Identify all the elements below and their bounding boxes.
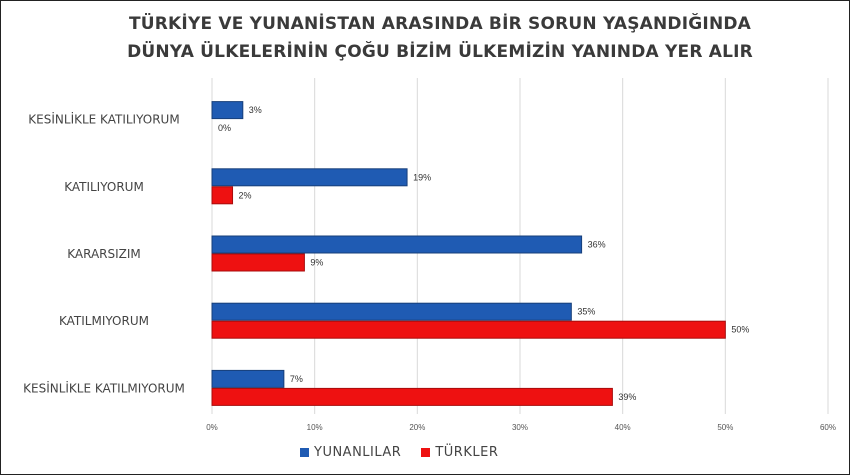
bar-yunanlilar — [211, 235, 583, 254]
legend-swatch-yunanlilar — [300, 447, 309, 457]
legend-item-yunanlilar: YUNANLILAR — [300, 445, 401, 460]
data-label: 39% — [618, 392, 636, 402]
category-label: KATILMIYORUM — [59, 314, 149, 328]
data-label: 7% — [290, 374, 303, 384]
data-label: 50% — [731, 325, 749, 335]
x-tick-label: 40% — [615, 423, 631, 432]
data-label: 35% — [577, 307, 595, 317]
bar-yunanlilar — [211, 168, 408, 187]
data-label: 36% — [588, 240, 606, 250]
chart-title: TÜRKİYE VE YUNANİSTAN ARASINDA BİR SORUN… — [60, 10, 820, 66]
x-tick-label: 30% — [512, 423, 528, 432]
chart-title-line-2: DÜNYA ÜLKELERİNİN ÇOĞU BİZİM ÜLKEMİZİN Y… — [127, 42, 753, 62]
legend-swatch-turkler — [421, 447, 431, 457]
data-label: 9% — [310, 258, 323, 268]
bar-turkler — [211, 253, 305, 272]
x-tick-label: 60% — [820, 423, 836, 432]
data-label: 3% — [249, 105, 262, 115]
x-tick-label: 0% — [206, 423, 218, 432]
legend-label-turkler: TÜRKLER — [435, 444, 499, 460]
bar-yunanlilar — [211, 302, 572, 321]
category-label: KESİNLİKLE KATILMIYORUM — [23, 380, 185, 395]
legend-label-yunanlilar: YUNANLILAR — [314, 444, 402, 460]
data-label: 19% — [413, 172, 431, 182]
chart-title-line-1: TÜRKİYE VE YUNANİSTAN ARASINDA BİR SORUN… — [128, 14, 752, 34]
bar-turkler — [211, 186, 234, 205]
data-label: 2% — [239, 190, 252, 200]
legend-item-turkler: TÜRKLER — [421, 445, 498, 460]
bar-yunanlilar — [211, 101, 244, 120]
chart-legend: YUNANLILAR TÜRKLER — [300, 441, 498, 463]
bar-yunanlilar — [211, 369, 285, 388]
bar-turkler — [211, 320, 726, 339]
category-label: KESİNLİKLE KATILIYORUM — [28, 112, 179, 127]
x-tick-label: 50% — [717, 423, 733, 432]
bar-turkler — [211, 387, 613, 406]
x-tick-label: 10% — [307, 423, 323, 432]
category-label: KATILIYORUM — [64, 180, 144, 194]
x-tick-label: 20% — [409, 423, 425, 432]
data-label: 0% — [218, 123, 231, 133]
category-label: KARARSIZIM — [67, 247, 141, 261]
